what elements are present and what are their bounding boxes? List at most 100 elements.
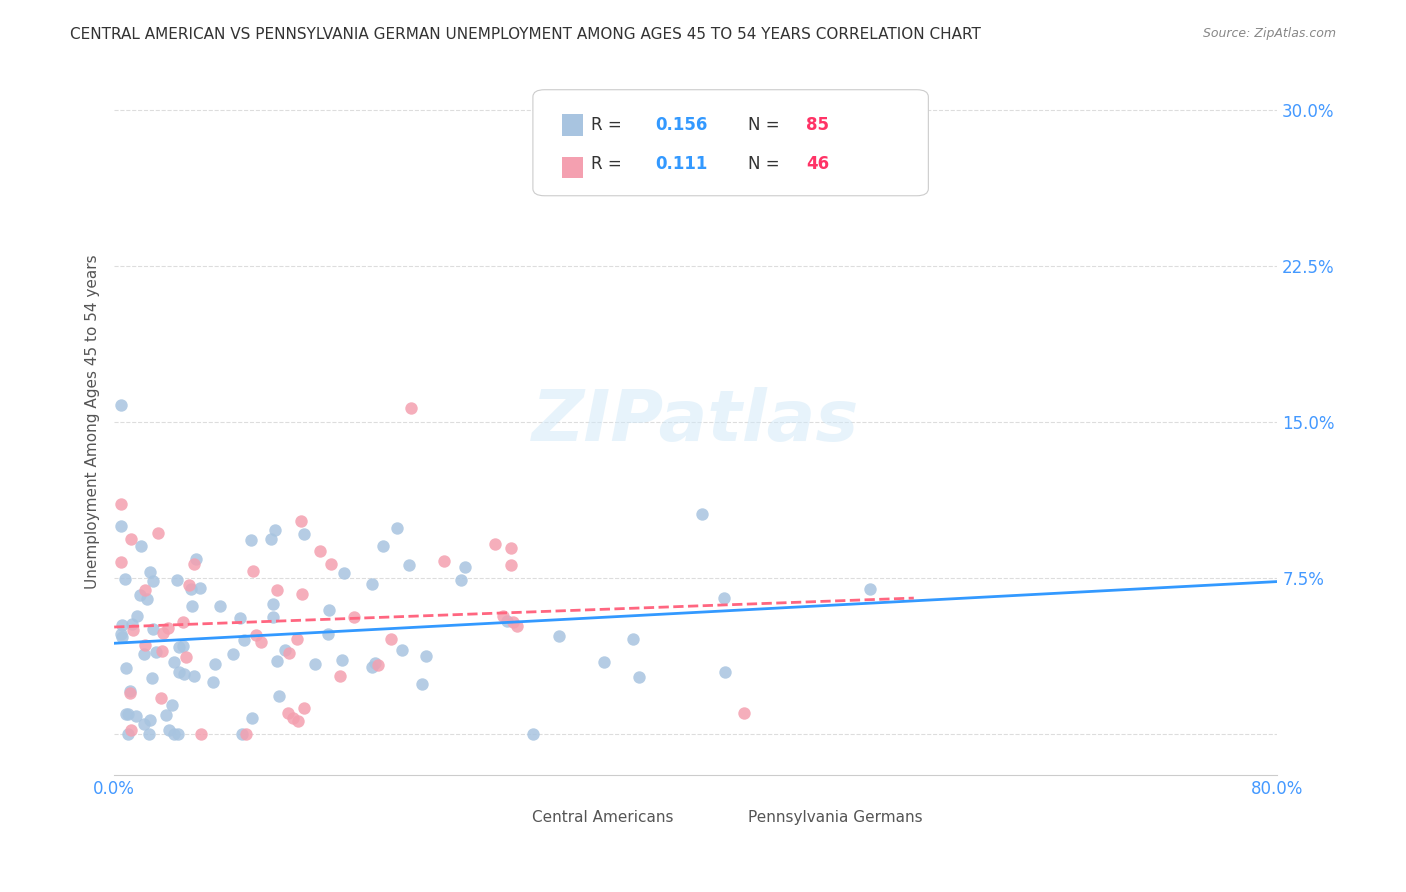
Point [166, 573, 188, 587]
Point [522, 727, 544, 741]
Point [115, 661, 138, 675]
Point [110, 497, 132, 511]
Point [169, 640, 191, 655]
Point [398, 558, 420, 573]
FancyBboxPatch shape [562, 157, 583, 178]
Point [415, 649, 437, 664]
Point [121, 624, 143, 638]
Point [399, 401, 422, 415]
Point [713, 591, 735, 605]
Point [163, 727, 186, 741]
Point [433, 554, 456, 568]
Point [120, 723, 142, 737]
Point [114, 572, 136, 586]
Point [450, 573, 472, 587]
Point [690, 508, 713, 522]
Point [139, 713, 162, 727]
Point [318, 603, 340, 617]
Text: R =: R = [591, 116, 627, 134]
Text: 46: 46 [806, 155, 830, 173]
Point [273, 642, 295, 657]
Point [142, 574, 165, 588]
Text: 0.156: 0.156 [655, 116, 707, 134]
Point [502, 615, 524, 629]
Point [859, 582, 882, 596]
Point [134, 582, 156, 597]
Point [714, 665, 737, 680]
Point [157, 723, 180, 738]
Point [222, 647, 245, 661]
Point [121, 617, 143, 632]
Point [292, 527, 315, 541]
Text: R =: R = [591, 155, 633, 173]
Text: Source: ZipAtlas.com: Source: ZipAtlas.com [1202, 27, 1336, 40]
Point [120, 532, 142, 546]
Point [266, 582, 288, 597]
Text: CENTRAL AMERICAN VS PENNSYLVANIA GERMAN UNEMPLOYMENT AMONG AGES 45 TO 54 YEARS C: CENTRAL AMERICAN VS PENNSYLVANIA GERMAN … [70, 27, 981, 42]
Point [204, 657, 226, 672]
Point [180, 582, 202, 596]
Point [129, 540, 152, 554]
Point [132, 717, 155, 731]
Point [184, 551, 207, 566]
Point [454, 559, 477, 574]
Point [628, 670, 651, 684]
Point [239, 533, 262, 547]
Point [333, 566, 356, 580]
Point [152, 626, 174, 640]
Point [308, 544, 330, 558]
Point [285, 632, 308, 646]
Point [172, 615, 194, 629]
Point [110, 398, 132, 412]
Point [145, 645, 167, 659]
Point [391, 643, 413, 657]
Point [114, 707, 136, 722]
Point [124, 708, 146, 723]
Point [260, 532, 283, 546]
Point [176, 650, 198, 665]
Point [263, 523, 285, 537]
Point [183, 558, 205, 572]
Point [110, 519, 132, 533]
Point [209, 599, 232, 614]
Point [329, 669, 352, 683]
Point [188, 582, 211, 596]
Point [190, 727, 212, 741]
Point [142, 622, 165, 636]
Point [166, 727, 188, 741]
Point [262, 597, 284, 611]
Point [201, 675, 224, 690]
Point [343, 609, 366, 624]
Point [125, 609, 148, 624]
Point [484, 536, 506, 550]
Point [134, 638, 156, 652]
Point [118, 685, 141, 699]
Point [138, 565, 160, 579]
Point [249, 635, 271, 649]
Point [120, 684, 142, 698]
Text: 0.111: 0.111 [655, 155, 707, 173]
Point [269, 689, 291, 703]
Point [287, 714, 309, 728]
Text: 85: 85 [806, 116, 830, 134]
FancyBboxPatch shape [707, 818, 728, 836]
Point [180, 599, 202, 613]
FancyBboxPatch shape [475, 818, 496, 836]
Point [129, 588, 152, 602]
Text: Central Americans: Central Americans [531, 810, 673, 825]
Point [592, 655, 614, 669]
Point [117, 727, 139, 741]
Point [283, 711, 305, 725]
Point [150, 691, 173, 706]
Point [321, 557, 343, 571]
Point [245, 628, 267, 642]
Point [132, 647, 155, 661]
Point [501, 541, 523, 556]
Text: Pennsylvania Germans: Pennsylvania Germans [748, 810, 922, 825]
Point [167, 665, 190, 679]
Point [138, 727, 160, 741]
Point [367, 658, 389, 673]
Point [371, 540, 394, 554]
Point [231, 727, 253, 741]
Point [135, 592, 157, 607]
